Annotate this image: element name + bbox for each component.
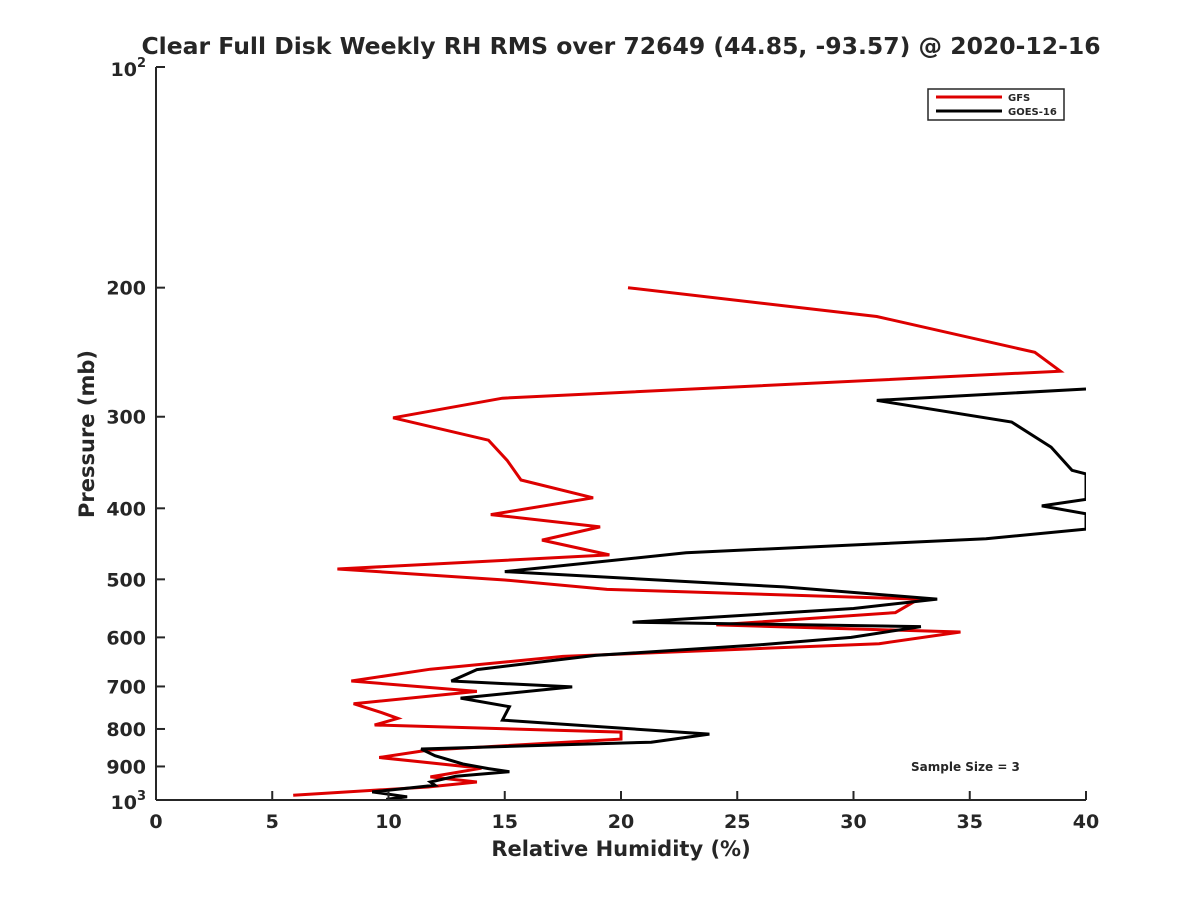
y-axis-label: Pressure (mb) bbox=[75, 350, 99, 518]
x-tick-label: 30 bbox=[840, 811, 866, 833]
series-line-goes16 bbox=[371, 387, 1086, 800]
y-tick-label: 800 bbox=[106, 719, 146, 741]
x-tick-label: 5 bbox=[266, 811, 279, 833]
y-tick-label: 300 bbox=[106, 407, 146, 429]
y-tick-label: 700 bbox=[106, 676, 146, 698]
x-tick-label: 15 bbox=[492, 811, 518, 833]
y-tick-label: 500 bbox=[106, 569, 146, 591]
legend-box bbox=[927, 88, 1065, 121]
x-tick-label: 25 bbox=[724, 811, 750, 833]
y-decade-label-top: 102 bbox=[111, 56, 147, 81]
x-axis-label: Relative Humidity (%) bbox=[491, 837, 750, 861]
x-tick-label: 10 bbox=[375, 811, 401, 833]
y-tick-label: 600 bbox=[106, 627, 146, 649]
y-tick-label: 400 bbox=[106, 498, 146, 520]
x-tick-label: 20 bbox=[608, 811, 634, 833]
x-tick-label: 40 bbox=[1073, 811, 1099, 833]
x-tick-label: 0 bbox=[149, 811, 162, 833]
chart-title: Clear Full Disk Weekly RH RMS over 72649… bbox=[141, 32, 1100, 60]
y-tick-label: 200 bbox=[106, 278, 146, 300]
sample-size-annotation: Sample Size = 3 bbox=[911, 760, 1020, 774]
legend-label-goes16: GOES-16 bbox=[1008, 107, 1057, 118]
legend: GFS GOES-16 bbox=[927, 88, 1065, 121]
y-decade-label-bottom: 103 bbox=[111, 789, 147, 814]
legend-label-gfs: GFS bbox=[1008, 93, 1030, 104]
y-tick-label: 900 bbox=[106, 756, 146, 778]
x-tick-label: 35 bbox=[957, 811, 983, 833]
